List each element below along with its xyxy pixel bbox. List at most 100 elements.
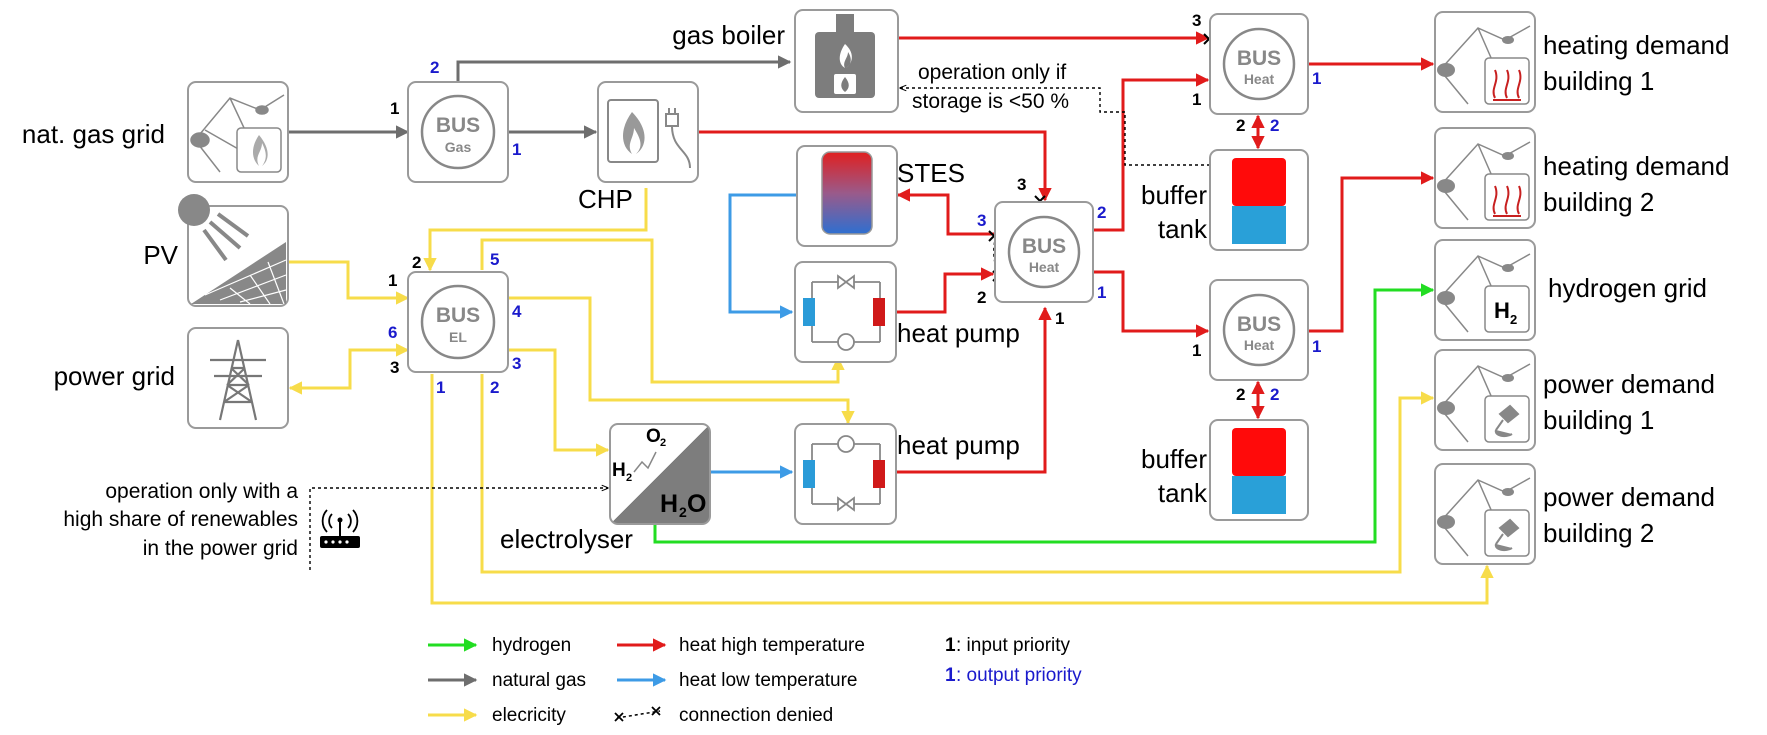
svg-text:1: 1 xyxy=(945,635,956,656)
svg-text:1: 1 xyxy=(1192,90,1201,109)
grid-el-bus-link xyxy=(288,343,410,395)
svg-text:2: 2 xyxy=(1236,385,1245,404)
gas-bus-title: BUS xyxy=(436,114,480,137)
svg-text:3: 3 xyxy=(512,354,521,373)
hydrogen-grid-node: H 2 xyxy=(1434,239,1536,341)
el-bus-to-hp2 xyxy=(508,296,855,425)
heating-demand-2-label-line-1: heating demand xyxy=(1543,151,1729,181)
heat-pump-1-label: heat pump xyxy=(897,318,1020,348)
svg-text:heat high temperature: heat high temperature xyxy=(679,635,865,656)
legend-connection-denied: connection denied xyxy=(614,705,833,726)
priority-numbers: 1 2 1 2 1 6 3 5 4 3 1 2 3 3 2 2 1 1 3 1 … xyxy=(388,11,1321,404)
buffer-tank-1-label-line-2: tank xyxy=(1158,214,1208,244)
svg-text:2: 2 xyxy=(1270,385,1279,404)
svg-text:3: 3 xyxy=(1017,175,1026,194)
hydrogen-grid-label: hydrogen grid xyxy=(1548,273,1707,303)
svg-text:connection denied: connection denied xyxy=(679,705,833,726)
stes-to-hp1 xyxy=(728,193,797,319)
storage-note-line-1: operation only if xyxy=(918,61,1066,84)
heat-bus-central: BUS Heat xyxy=(994,201,1094,303)
plug-icon xyxy=(1494,518,1520,552)
svg-text:3: 3 xyxy=(977,211,986,230)
svg-text:1: 1 xyxy=(1192,341,1201,360)
svg-text:2: 2 xyxy=(1270,116,1279,135)
boiler-flame-icon xyxy=(839,44,852,68)
svg-text:1: 1 xyxy=(1097,283,1106,302)
renewables-note-line-3: in the power grid xyxy=(143,537,298,560)
power-demand-1-node xyxy=(1434,349,1536,451)
heat-bus-low: BUS Heat xyxy=(1209,279,1309,381)
hp2-to-mid-heat-bus xyxy=(896,306,1052,474)
heating-icon xyxy=(1492,69,1522,101)
plug-icon xyxy=(1494,404,1520,438)
heat-low-flows xyxy=(710,193,797,479)
svg-text:2: 2 xyxy=(1510,312,1517,327)
electrolyser-node: O 2 H 2 H 2 O xyxy=(609,423,711,525)
sun-icon xyxy=(178,194,210,226)
heating-demand-2-node xyxy=(1434,127,1536,229)
heat-pump-2-label: heat pump xyxy=(897,430,1020,460)
hydrogen-flows xyxy=(653,283,1435,544)
el-bus-to-electrolyser xyxy=(508,348,610,457)
svg-text:2: 2 xyxy=(412,253,421,272)
pv-to-el-bus xyxy=(288,260,410,305)
mid-heat-bus-to-stes xyxy=(896,188,995,236)
svg-text:H: H xyxy=(660,490,678,518)
svg-text:1: 1 xyxy=(390,99,399,118)
chp-flame-icon xyxy=(623,112,645,154)
svg-text:1: 1 xyxy=(1312,69,1321,88)
svg-text:H: H xyxy=(612,460,626,481)
node-labels: nat. gas grid PV power grid CHP gas boil… xyxy=(22,20,1730,554)
stes-node xyxy=(796,145,898,247)
h2-grid-icon: H xyxy=(1494,298,1510,323)
heating-demand-2-label-line-2: building 2 xyxy=(1543,187,1654,217)
gas-boiler-node xyxy=(794,9,899,113)
el-bus-title: BUS xyxy=(436,304,480,327)
svg-text:hydrogen: hydrogen xyxy=(492,635,571,656)
nat-gas-grid-node xyxy=(187,81,289,183)
el-bus-type: EL xyxy=(449,329,467,345)
chp-to-el-bus xyxy=(423,188,648,272)
electrolyser-label: electrolyser xyxy=(500,524,633,554)
heat-pump-2-node xyxy=(794,423,897,525)
heat-pump-1-node xyxy=(794,261,897,363)
svg-text:1: 1 xyxy=(945,665,956,686)
heat-bus-low-title: BUS xyxy=(1237,313,1281,336)
svg-text:O: O xyxy=(687,490,706,518)
demand-nodes: H 2 xyxy=(1434,11,1536,565)
svg-text:2: 2 xyxy=(1097,203,1106,222)
gas-bus-to-boiler xyxy=(456,55,792,82)
heat-bus-central-title: BUS xyxy=(1022,235,1066,258)
buffer-tank-1-label-line-1: buffer xyxy=(1141,180,1207,210)
chp-to-mid-heat-bus xyxy=(698,130,1052,202)
el-bus: BUS EL xyxy=(407,271,509,373)
svg-text:2: 2 xyxy=(626,472,632,484)
h2-icon: H 2 xyxy=(612,460,632,484)
svg-text:1: 1 xyxy=(388,271,397,290)
legend-output-priority: 1 : output priority xyxy=(945,665,1082,686)
svg-text:2: 2 xyxy=(430,58,439,77)
buffer-tank-2-label-line-2: tank xyxy=(1158,478,1208,508)
legend: hydrogen natural gas elecricity heat hig… xyxy=(428,635,1082,726)
hp1-to-mid-heat-bus xyxy=(896,267,995,314)
gas-flame-icon xyxy=(252,135,268,166)
storage-condition-line xyxy=(900,88,1210,166)
gas-boiler-label: gas boiler xyxy=(672,20,785,50)
buffer-tank-1-node xyxy=(1209,149,1309,251)
svg-text:2: 2 xyxy=(977,288,986,307)
heat-high-flows xyxy=(698,31,1435,474)
electrolyser-to-hydrogen-grid xyxy=(653,283,1435,544)
nat-gas-grid-label: nat. gas grid xyxy=(22,119,165,149)
power-grid-label: power grid xyxy=(54,361,175,391)
mid-heat-bus-to-top-heat-bus xyxy=(1093,73,1210,232)
legend-natural-gas: natural gas xyxy=(428,670,586,691)
svg-text:3: 3 xyxy=(1192,11,1201,30)
gas-bus: BUS Gas xyxy=(407,81,509,183)
heating-icon xyxy=(1492,185,1522,217)
svg-text:1: 1 xyxy=(436,378,445,397)
gas-flows xyxy=(288,55,792,139)
svg-text:3: 3 xyxy=(390,358,399,377)
annotation-texts: operation only if storage is <50 % opera… xyxy=(63,61,1069,560)
chp-node xyxy=(597,81,699,183)
